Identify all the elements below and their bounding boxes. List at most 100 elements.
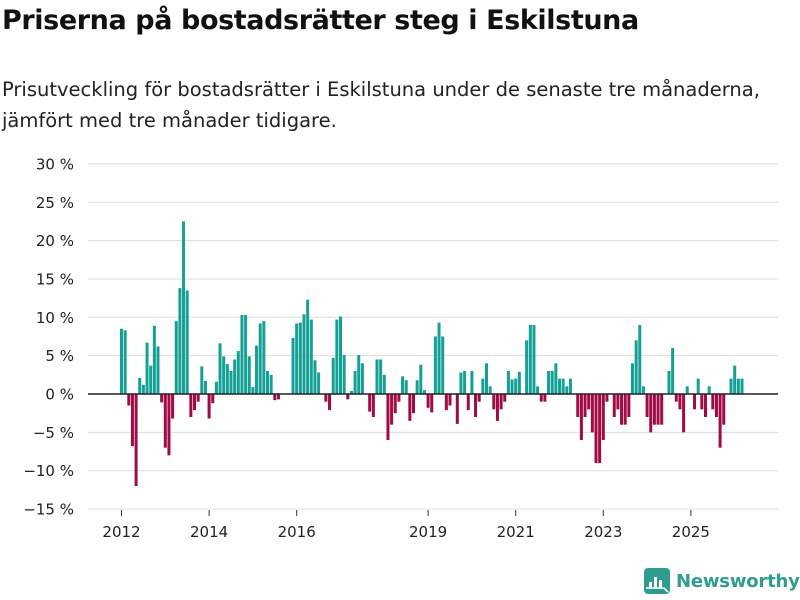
bar [455,394,459,424]
bar [156,346,160,394]
bar-chart: 30 % 25 % 20 % 15 % 10 % 5 % 0 % −5 % −10 % −15 %… [23,0,778,541]
bar [448,394,452,406]
bar [335,319,339,394]
bar [645,394,649,418]
bar [182,221,186,394]
newsworthy-logo: Newsworthy [644,568,800,594]
bar [375,359,379,394]
bar [127,394,131,406]
bar [736,378,740,394]
bar [251,387,255,394]
bar [346,394,350,400]
newsworthy-logo-icon [644,568,670,594]
bar [386,394,390,441]
latest-value-label: 2 % [736,0,763,4]
bar [401,376,405,394]
bar [499,394,503,410]
bar [141,384,145,394]
bar [576,394,580,418]
bar [685,386,689,394]
bar [123,330,127,394]
bar [419,364,423,394]
bar [616,394,620,410]
bar [200,366,204,394]
bar [313,360,317,394]
bar [733,365,737,394]
bar [222,356,226,394]
bar [298,322,302,394]
bar [649,394,653,433]
bar [203,380,207,394]
bar [598,394,602,464]
y-tick-label: 15 % [36,270,74,288]
y-tick-label: 5 % [45,347,74,365]
bar [390,394,394,425]
bar [167,394,171,456]
bar [711,394,715,410]
y-tick-label: −10 % [23,462,74,480]
bar [415,380,419,394]
bar [339,316,342,394]
x-tick-label: 2012 [102,523,140,541]
bar [463,370,467,394]
bar [477,394,481,402]
bar [631,363,634,394]
bar [554,363,558,394]
bar [218,343,222,394]
y-tick-label: −15 % [23,501,74,519]
bar [393,394,397,414]
bar [302,314,306,394]
bar [568,378,572,394]
bar [605,394,609,402]
bar [357,354,361,394]
bar [233,359,237,394]
bar [382,374,386,394]
y-tick-label: 10 % [36,309,74,327]
bar [138,377,142,394]
bar [660,394,664,425]
bar [171,394,175,419]
bar [594,394,598,464]
bar [152,325,156,394]
bar [671,347,675,394]
bar [656,394,660,425]
bar [565,386,569,394]
bar [422,390,426,394]
bar [412,394,415,414]
bar [485,363,488,394]
bar [269,374,273,394]
bar [506,370,510,394]
bar [525,340,529,394]
bar [536,386,540,394]
bars [120,221,744,487]
bar [433,336,437,394]
bar [528,324,532,394]
bar [331,357,335,394]
bar [729,378,733,394]
bar [474,394,478,418]
bar [193,394,196,411]
y-tick-label: 20 % [36,232,74,250]
bar [225,364,229,394]
bar [481,378,485,394]
gridlines [88,163,778,510]
bar [160,394,164,403]
bar [247,356,251,394]
bar [185,290,189,394]
bar [623,394,627,425]
bar [718,394,722,448]
x-tick-label: 2019 [409,523,447,541]
x-tick-label: 2025 [672,523,710,541]
y-tick-label: 30 % [36,155,74,173]
y-axis-ticks: 30 % 25 % 20 % 15 % 10 % 5 % 0 % −5 % −10 % −15 % [23,155,74,518]
bar [360,363,364,394]
bar [189,394,193,418]
bar [163,394,167,448]
bar [276,394,280,400]
bar [678,394,682,410]
bar [492,394,496,410]
bar [601,394,605,441]
bar [700,394,704,410]
bar [120,328,123,394]
bar [441,336,445,394]
